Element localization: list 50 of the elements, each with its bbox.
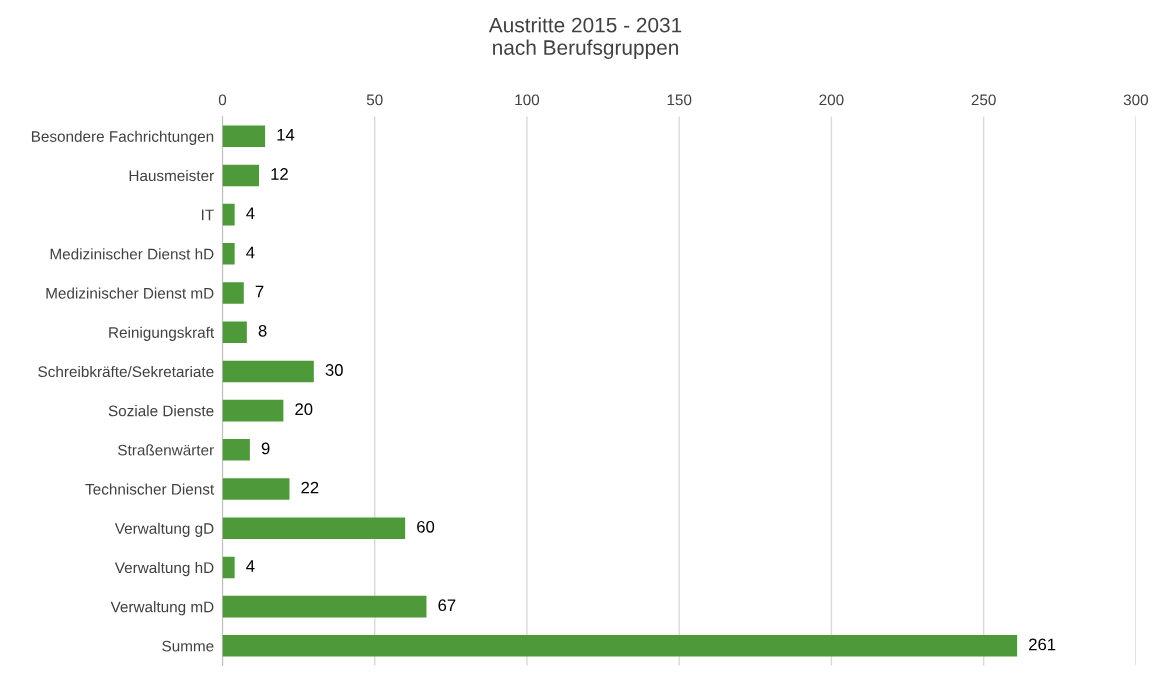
bar <box>222 635 1018 657</box>
y-tick-label: Verwaltung hD <box>114 561 214 577</box>
bar <box>222 203 235 226</box>
data-label: 14 <box>277 129 295 141</box>
bar <box>222 399 284 422</box>
y-tick-label: IT <box>201 209 214 221</box>
y-tick-label: Besondere Fachrichtungen <box>31 130 214 145</box>
y-tick-label: Verwaltung mD <box>110 601 214 616</box>
data-label: 67 <box>438 599 456 612</box>
bar <box>222 595 427 618</box>
x-tick-label: 100 <box>515 94 540 106</box>
bar <box>222 439 250 461</box>
x-tick-label: 50 <box>366 94 383 106</box>
y-tick-label: Verwaltung gD <box>114 522 214 537</box>
data-label: 12 <box>271 168 288 180</box>
chart-title: Austritte 2015 - 2031 nach Berufsgruppen <box>488 17 682 60</box>
data-label: 9 <box>261 442 270 455</box>
x-tick-label: 250 <box>971 94 996 106</box>
y-tick-label: Schreibkräfte/Sekretariate <box>38 365 214 378</box>
x-tick-label: 0 <box>218 94 227 106</box>
x-tick-label: 300 <box>1123 94 1149 106</box>
data-label: 7 <box>255 285 264 298</box>
y-tick-label: Medizinischer Dienst mD <box>46 287 214 299</box>
bar <box>222 556 235 579</box>
data-label: 60 <box>417 520 435 533</box>
x-tick-label: 200 <box>819 94 844 106</box>
data-label: 20 <box>295 403 313 416</box>
bar <box>222 360 314 383</box>
bar <box>222 321 247 343</box>
bar <box>222 125 266 147</box>
bar <box>222 164 260 187</box>
data-label: 8 <box>258 324 267 337</box>
y-tick-label: Medizinischer Dienst hD <box>50 248 214 260</box>
y-tick-label: Soziale Dienste <box>108 405 214 417</box>
y-tick-label: Reinigungskraft <box>109 326 215 341</box>
data-label: 4 <box>246 560 255 572</box>
y-tick-label: Hausmeister <box>129 169 214 182</box>
y-tick-label: Straßenwärter <box>118 444 214 456</box>
y-tick-label: Technischer Dienst <box>85 483 215 495</box>
bar <box>222 478 290 500</box>
data-label: 261 <box>1029 638 1056 651</box>
bar <box>222 243 235 265</box>
data-label: 4 <box>246 207 255 219</box>
data-label: 30 <box>325 364 343 376</box>
data-label: 4 <box>246 246 255 259</box>
bar <box>222 282 244 304</box>
bar <box>222 517 406 539</box>
x-tick-label: 150 <box>667 94 692 106</box>
data-label: 22 <box>301 481 319 494</box>
y-tick-label: Summe <box>162 640 214 652</box>
